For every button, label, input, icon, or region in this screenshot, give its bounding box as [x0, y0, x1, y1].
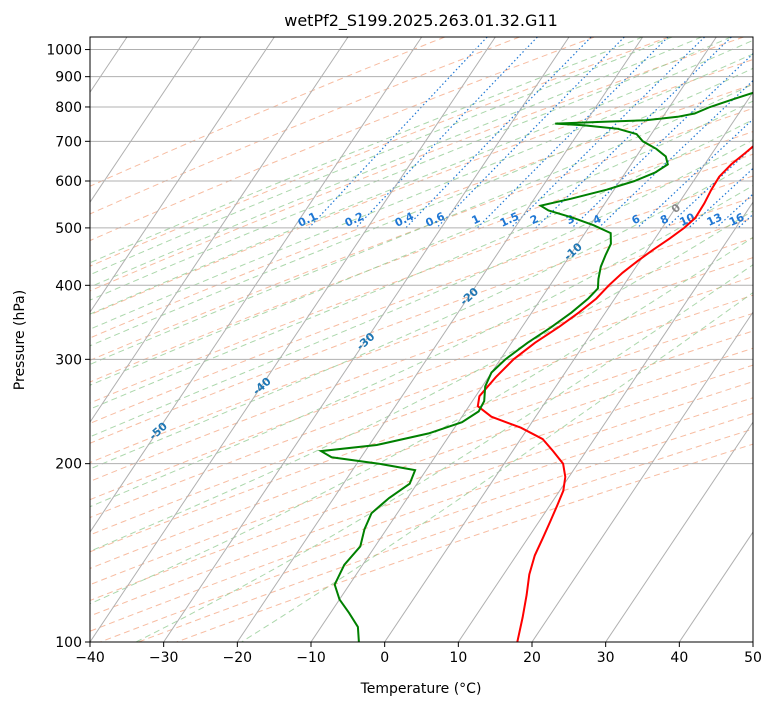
x-tick-label: −30 — [149, 650, 179, 666]
isotherm-line — [90, 37, 275, 314]
y-tick-label: 700 — [55, 134, 82, 150]
isotherm-label: -10 — [561, 240, 585, 263]
x-tick-label: 40 — [670, 650, 688, 666]
mixing-ratio-label: 0.1 — [296, 210, 319, 230]
dry-adiabat — [138, 428, 753, 642]
isotherm-line — [90, 37, 496, 642]
isotherm-gridlines — [90, 37, 753, 642]
x-tick-label: −10 — [296, 650, 326, 666]
y-tick-label: 200 — [55, 457, 82, 473]
mixing-ratio-line — [405, 37, 592, 229]
mixing-ratio-line — [737, 213, 753, 229]
mixing-ratio-line — [762, 37, 775, 228]
moist-adiabat — [135, 264, 753, 642]
moist-adiabats — [90, 37, 753, 642]
dry-adiabat — [90, 196, 753, 444]
dewpoint-line — [317, 91, 753, 642]
y-tick-label: 1000 — [46, 43, 82, 59]
dry-adiabat — [90, 381, 753, 617]
y-tick-label: 400 — [55, 278, 82, 294]
plot-area: -100-90-80-70-60-50-40-30-20-10010203040… — [90, 37, 775, 642]
mixing-ratio-label: 6 — [630, 212, 643, 227]
moist-adiabat — [241, 292, 753, 642]
moist-adiabat — [90, 161, 753, 470]
mixing-ratio-label: 1.5 — [498, 210, 521, 230]
dry-adiabat — [90, 37, 670, 267]
mixing-ratio-lines — [308, 37, 775, 229]
mixing-ratio-line — [308, 37, 488, 229]
mixing-ratio-label: 1 — [470, 212, 482, 227]
moist-adiabat — [90, 210, 753, 552]
dry-adiabat — [90, 237, 753, 482]
moist-adiabat — [90, 119, 753, 410]
dry-adiabat — [90, 312, 753, 553]
dry-adiabat — [90, 37, 445, 187]
isotherm-line — [310, 37, 717, 642]
y-tick-label: 100 — [55, 635, 82, 651]
isotherm-line — [384, 91, 753, 642]
moist-adiabat — [90, 53, 753, 330]
y-tick-label: 500 — [55, 221, 82, 237]
y-tick-label: 600 — [55, 174, 82, 190]
moist-adiabat — [90, 139, 753, 438]
y-tick-label: 800 — [55, 100, 82, 116]
temperature-line — [476, 145, 753, 642]
moist-adiabat — [90, 37, 702, 288]
dry-adiabat — [90, 294, 753, 536]
moist-adiabat — [90, 39, 753, 315]
x-tick-label: 50 — [744, 650, 762, 666]
dry-adiabat — [90, 37, 595, 242]
isotherm-line — [236, 37, 644, 642]
mixing-ratio-label: 20 — [751, 210, 771, 228]
moist-adiabat — [90, 83, 753, 365]
dry-adiabat — [90, 37, 744, 292]
x-tick-label: 0 — [380, 650, 389, 666]
isotherm-label: -40 — [250, 375, 274, 398]
mixing-ratio-line — [355, 37, 538, 229]
isotherm-line — [457, 201, 753, 642]
plot-frame — [89, 36, 754, 643]
mixing-ratio-label: 3 — [564, 212, 576, 227]
isotherm-line — [678, 531, 753, 642]
isotherm-line — [90, 37, 202, 204]
isotherm-line — [605, 421, 753, 642]
x-axis-label: Temperature (°C) — [360, 681, 482, 697]
dry-adiabat — [90, 37, 520, 215]
isotherm-line — [163, 37, 570, 642]
y-axis: 1000 900 800 700 600 500 400 300 200 100 — [46, 43, 90, 651]
x-tick-label: 20 — [523, 650, 541, 666]
x-tick-label: 30 — [597, 650, 615, 666]
dry-adiabat — [90, 175, 753, 424]
isotherm-label: -20 — [458, 285, 482, 308]
mixing-ratio-line — [636, 118, 753, 229]
mixing-ratio-line — [476, 37, 669, 229]
mixing-ratio-label: 0.6 — [424, 210, 447, 230]
x-tick-label: −40 — [75, 650, 105, 666]
y-axis-label: Pressure (hPa) — [12, 290, 28, 390]
x-tick-label: 10 — [449, 650, 467, 666]
mixing-ratio-line — [436, 37, 625, 229]
isotherm-line — [752, 641, 753, 642]
isotherm-line — [531, 311, 753, 642]
mixing-ratio-label: 10 — [678, 210, 698, 228]
mixing-ratio-line — [535, 37, 732, 229]
moist-adiabat — [90, 37, 732, 301]
dry-adiabat — [90, 397, 753, 632]
mixing-ratio-label: 16 — [727, 210, 747, 228]
moist-adiabat — [90, 37, 673, 276]
mixing-ratio-label: 13 — [705, 211, 724, 229]
dry-adiabat — [90, 257, 753, 501]
x-tick-label: −20 — [223, 650, 253, 666]
y-tick-label: 900 — [55, 70, 82, 86]
x-axis: −40 −30 −20 −10 0 10 20 30 40 50 — [75, 642, 762, 666]
chart-title: wetPf2_S199.2025.263.01.32.G11 — [284, 11, 558, 31]
isotherm-label: -50 — [147, 419, 171, 442]
isotherm-line — [90, 37, 423, 533]
isotherm-line — [90, 37, 349, 423]
y-tick-label: 300 — [55, 352, 82, 368]
dry-adiabat — [90, 83, 753, 339]
moist-adiabat — [90, 37, 643, 264]
dry-adiabat — [90, 347, 753, 586]
